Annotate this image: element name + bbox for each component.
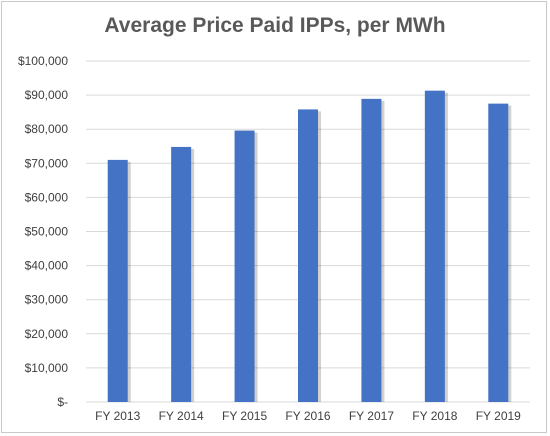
y-tick-label: $90,000 bbox=[25, 88, 69, 102]
bar bbox=[234, 130, 255, 402]
bar bbox=[298, 109, 318, 402]
y-tick-label: $60,000 bbox=[25, 190, 69, 204]
x-tick-label: FY 2019 bbox=[476, 409, 521, 423]
x-axis-ticks: FY 2013 FY 2014 FY 2015 FY 2016 FY 2017 FY 20… bbox=[95, 409, 521, 423]
y-tick-label: $- bbox=[57, 395, 68, 409]
bars bbox=[107, 90, 512, 403]
y-axis-ticks: $- $10,000 $20,000 $30,000 $40,000 $50,000 $60… bbox=[18, 54, 68, 409]
y-tick-label: $50,000 bbox=[25, 225, 69, 239]
y-tick-label: $100,000 bbox=[18, 54, 68, 68]
bar bbox=[107, 159, 128, 402]
y-tick-label: $80,000 bbox=[25, 122, 69, 136]
bar bbox=[361, 98, 382, 402]
bar bbox=[424, 90, 445, 403]
x-tick-label: FY 2016 bbox=[285, 409, 330, 423]
x-tick-label: FY 2018 bbox=[412, 409, 457, 423]
x-tick-label: FY 2015 bbox=[222, 409, 267, 423]
bar bbox=[171, 146, 192, 402]
y-tick-label: $30,000 bbox=[25, 293, 69, 307]
x-tick-label: FY 2017 bbox=[349, 409, 394, 423]
x-tick-label: FY 2013 bbox=[95, 409, 140, 423]
chart-title: Average Price Paid IPPs, per MWh bbox=[104, 14, 446, 37]
x-tick-label: FY 2014 bbox=[159, 409, 204, 423]
y-tick-label: $10,000 bbox=[25, 361, 69, 375]
y-tick-label: $40,000 bbox=[25, 259, 69, 273]
y-tick-label: $70,000 bbox=[25, 156, 69, 170]
bar bbox=[488, 103, 509, 402]
y-tick-label: $20,000 bbox=[25, 327, 69, 341]
